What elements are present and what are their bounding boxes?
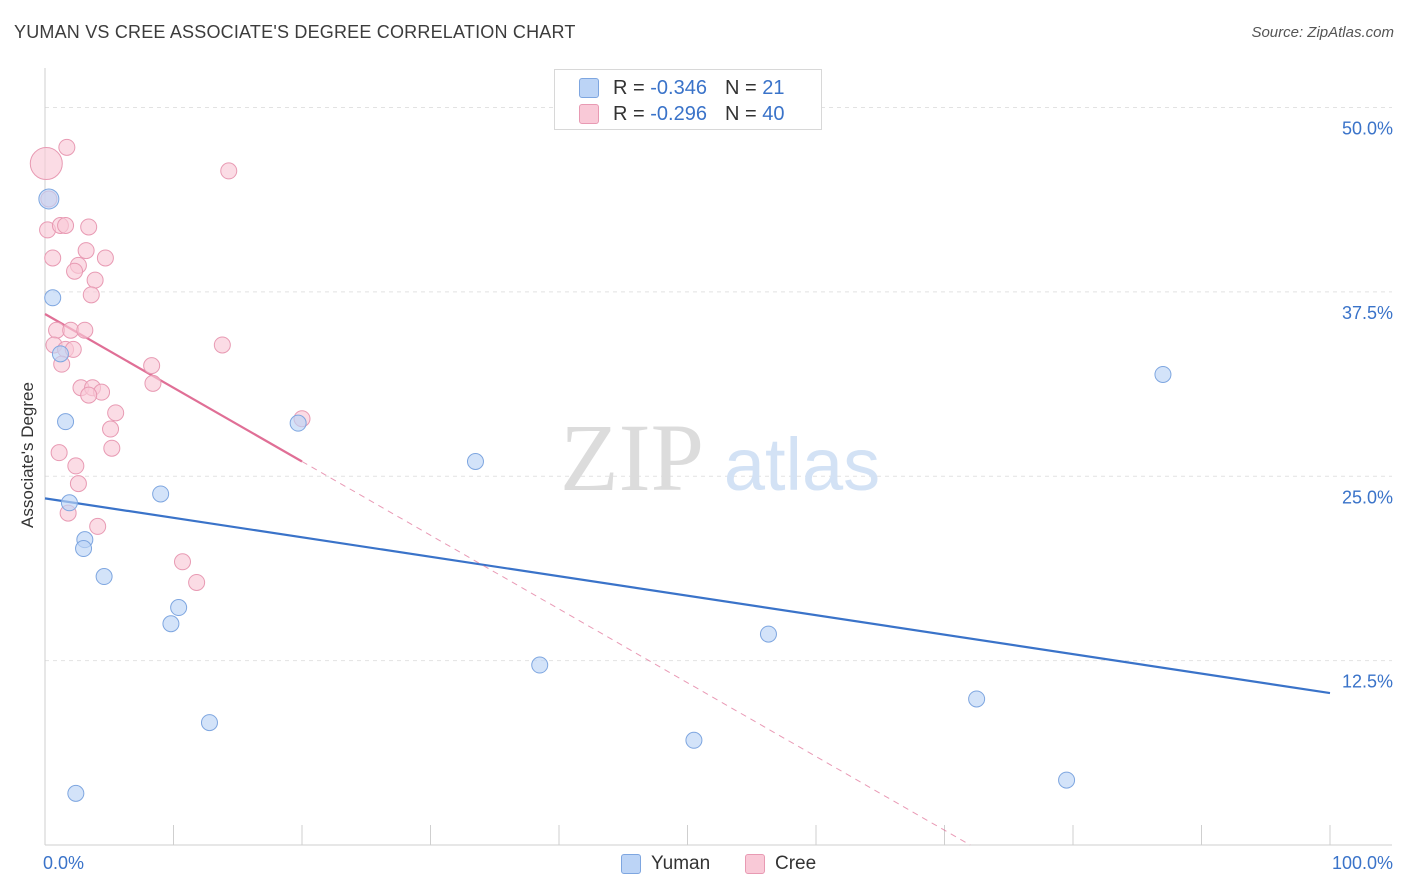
legend-row-cree: R = -0.296 N = 40 [579, 102, 784, 126]
point-cree [50, 444, 68, 462]
point-cree [173, 553, 191, 571]
legend-r-label: R = [613, 102, 645, 125]
point-cree [76, 321, 94, 339]
x-tick-label: 100.0% [1332, 853, 1393, 873]
watermark-zip: ZIP [560, 404, 704, 511]
source-label: Source: ZipAtlas.com [1251, 24, 1394, 41]
legend-n-value: 21 [762, 76, 785, 99]
point-yuman [67, 784, 85, 802]
legend-n-value: 40 [762, 102, 785, 125]
point-cree [213, 336, 231, 354]
trend-lines [44, 313, 1331, 846]
watermark-atlas: atlas [724, 423, 880, 506]
point-yuman [38, 188, 60, 210]
point-yuman [51, 345, 69, 363]
point-yuman [759, 625, 777, 643]
legend-r-value: -0.346 [650, 76, 707, 99]
legend-r-value: -0.296 [650, 102, 707, 125]
bottom-legend-cree: Cree [745, 852, 816, 876]
point-cree [102, 420, 120, 438]
legend-n-label: N = [724, 76, 757, 99]
trendline-cree [44, 313, 303, 463]
point-cree [67, 457, 85, 475]
point-yuman [289, 414, 307, 432]
bottom-legend-label-cree: Cree [775, 853, 817, 874]
point-yuman [968, 690, 986, 708]
point-cree [89, 517, 107, 535]
axes [44, 68, 1392, 846]
point-cree [82, 286, 100, 304]
point-cree [107, 404, 125, 422]
point-yuman [1058, 771, 1076, 789]
point-yuman [95, 568, 113, 586]
point-cree [96, 249, 114, 267]
point-yuman [57, 413, 75, 431]
point-yuman [152, 485, 170, 503]
data-points [29, 138, 1172, 802]
y-tick-label: 50.0% [1342, 119, 1393, 139]
point-cree [77, 242, 95, 260]
chart-title: YUMAN VS CREE ASSOCIATE'S DEGREE CORRELA… [14, 22, 576, 42]
point-cree [62, 321, 80, 339]
legend-swatch-cree [579, 104, 599, 124]
point-yuman [685, 731, 703, 749]
x-tick-label: 0.0% [43, 853, 84, 873]
point-cree [48, 321, 66, 339]
point-yuman [200, 714, 218, 732]
legend-row-yuman: R = -0.346 N = 21 [579, 76, 784, 100]
tick-labels: 12.5% 25.0% 37.5% 50.0% 0.0% 100.0% [43, 119, 1393, 874]
point-cree [69, 475, 87, 493]
legend-n-label: N = [724, 102, 757, 125]
trendline-yuman [44, 497, 1331, 695]
bottom-legend-yuman: Yuman [621, 852, 710, 876]
point-cree [80, 386, 98, 404]
y-tick-label: 37.5% [1342, 303, 1393, 323]
bottom-legend-swatch-yuman [621, 854, 641, 874]
gridlines [45, 107, 1392, 662]
y-tick-label: 25.0% [1342, 487, 1393, 507]
y-tick-label: 12.5% [1342, 672, 1393, 692]
point-cree [188, 573, 206, 591]
point-cree [143, 357, 161, 375]
point-cree [103, 439, 121, 457]
point-yuman [170, 599, 188, 617]
stats-legend: R = -0.346 N = 21 R = -0.296 N = 40 [554, 69, 822, 130]
point-yuman [466, 453, 484, 470]
bottom-legend-label-yuman: Yuman [651, 853, 711, 874]
point-cree [86, 271, 104, 289]
point-cree [80, 218, 98, 236]
point-cree [29, 147, 63, 181]
legend-r-label: R = [613, 76, 645, 99]
point-yuman [531, 656, 549, 674]
point-cree [144, 374, 162, 392]
point-cree [57, 217, 75, 234]
point-yuman [44, 289, 62, 307]
bottom-legend-swatch-cree [745, 854, 765, 874]
trendline-extension-cree [301, 461, 971, 846]
point-cree [66, 262, 84, 280]
point-yuman [162, 615, 180, 633]
point-yuman [60, 494, 78, 512]
point-yuman [1154, 365, 1172, 383]
watermark: ZIP atlas [560, 404, 880, 511]
point-cree [44, 249, 62, 267]
point-yuman [75, 540, 93, 558]
point-cree [58, 138, 76, 156]
point-cree [220, 162, 238, 180]
legend-swatch-yuman [579, 78, 599, 98]
